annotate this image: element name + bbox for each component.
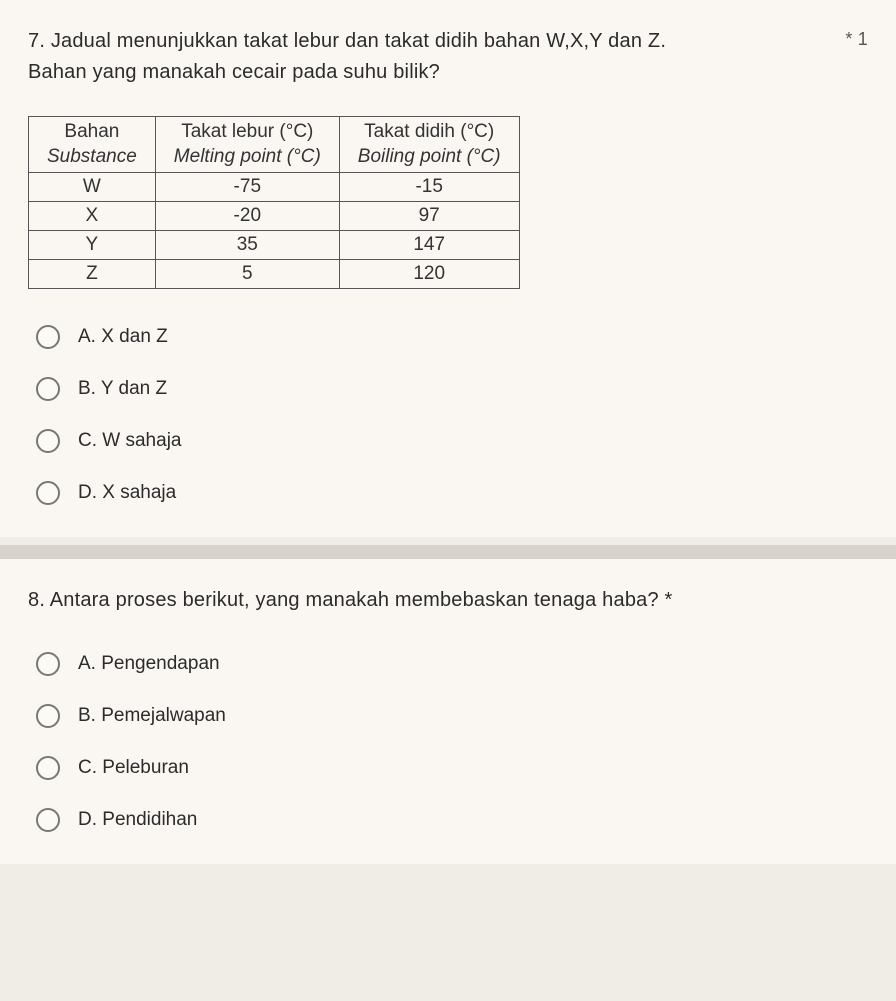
q7-line1: 7. Jadual menunjukkan takat lebur dan ta… <box>28 30 666 52</box>
data-table-wrap: Bahan Substance Takat lebur (°C) Melting… <box>28 116 868 289</box>
header-boiling: Takat didih (°C) Boiling point (°C) <box>339 117 519 173</box>
radio-icon <box>36 756 60 780</box>
table-row: Y 35 147 <box>29 231 520 260</box>
q7-option-b-label: B. Y dan Z <box>78 378 167 400</box>
header-boiling-top: Takat didih (°C) <box>358 120 501 145</box>
q8-option-d-label: D. Pendidihan <box>78 809 197 831</box>
q8-option-d[interactable]: D. Pendidihan <box>36 808 868 832</box>
cell-bp: 120 <box>339 260 519 289</box>
question-8-text: 8. Antara proses berikut, yang manakah m… <box>28 585 868 616</box>
cell-mp: -20 <box>155 202 339 231</box>
q8-option-a[interactable]: A. Pengendapan <box>36 652 868 676</box>
cell-sub: Y <box>29 231 156 260</box>
header-melting: Takat lebur (°C) Melting point (°C) <box>155 117 339 173</box>
q8-options: A. Pengendapan B. Pemejalwapan C. Pelebu… <box>28 652 868 832</box>
q8-option-b-label: B. Pemejalwapan <box>78 705 226 727</box>
question-7-card: * 1 7. Jadual menunjukkan takat lebur da… <box>0 0 896 537</box>
header-substance-bot: Substance <box>47 145 137 170</box>
substance-table: Bahan Substance Takat lebur (°C) Melting… <box>28 116 520 289</box>
cell-mp: -75 <box>155 173 339 202</box>
q7-options: A. X dan Z B. Y dan Z C. W sahaja D. X s… <box>28 325 868 505</box>
radio-icon <box>36 652 60 676</box>
q7-option-a[interactable]: A. X dan Z <box>36 325 868 349</box>
q7-line2: Bahan yang manakah cecair pada suhu bili… <box>28 61 440 83</box>
radio-icon <box>36 808 60 832</box>
cell-sub: Z <box>29 260 156 289</box>
q7-option-d[interactable]: D. X sahaja <box>36 481 868 505</box>
header-melting-bot: Melting point (°C) <box>174 145 321 170</box>
cell-mp: 35 <box>155 231 339 260</box>
cell-sub: X <box>29 202 156 231</box>
table-row: X -20 97 <box>29 202 520 231</box>
header-substance: Bahan Substance <box>29 117 156 173</box>
table-header-row: Bahan Substance Takat lebur (°C) Melting… <box>29 117 520 173</box>
cell-sub: W <box>29 173 156 202</box>
header-melting-top: Takat lebur (°C) <box>174 120 321 145</box>
question-8-card: 8. Antara proses berikut, yang manakah m… <box>0 559 896 864</box>
table-row: W -75 -15 <box>29 173 520 202</box>
q8-option-a-label: A. Pengendapan <box>78 653 220 675</box>
q7-option-d-label: D. X sahaja <box>78 482 176 504</box>
card-divider <box>0 545 896 559</box>
radio-icon <box>36 377 60 401</box>
cell-bp: 147 <box>339 231 519 260</box>
table-row: Z 5 120 <box>29 260 520 289</box>
cell-bp: 97 <box>339 202 519 231</box>
header-boiling-bot: Boiling point (°C) <box>358 145 501 170</box>
cell-bp: -15 <box>339 173 519 202</box>
radio-icon <box>36 325 60 349</box>
q7-option-a-label: A. X dan Z <box>78 326 168 348</box>
cell-mp: 5 <box>155 260 339 289</box>
points-marker: * 1 <box>845 26 868 54</box>
radio-icon <box>36 704 60 728</box>
q8-option-c[interactable]: C. Peleburan <box>36 756 868 780</box>
q7-option-c[interactable]: C. W sahaja <box>36 429 868 453</box>
q7-option-c-label: C. W sahaja <box>78 430 181 452</box>
radio-icon <box>36 481 60 505</box>
q7-option-b[interactable]: B. Y dan Z <box>36 377 868 401</box>
header-substance-top: Bahan <box>47 120 137 145</box>
question-7-text: * 1 7. Jadual menunjukkan takat lebur da… <box>28 26 868 88</box>
q8-line: 8. Antara proses berikut, yang manakah m… <box>28 589 673 611</box>
q8-option-b[interactable]: B. Pemejalwapan <box>36 704 868 728</box>
q8-option-c-label: C. Peleburan <box>78 757 189 779</box>
radio-icon <box>36 429 60 453</box>
